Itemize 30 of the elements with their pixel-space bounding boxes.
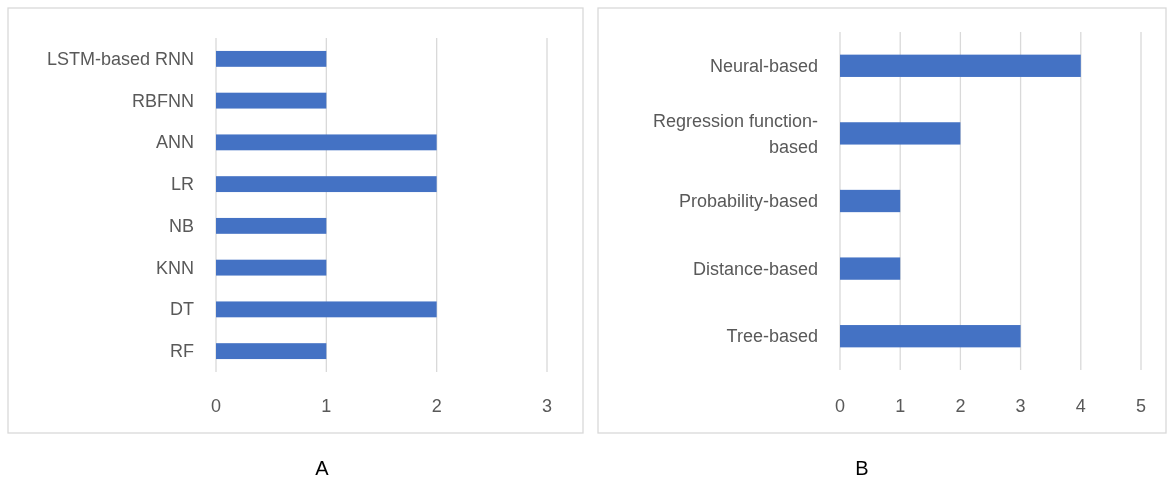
y-tick-label: NB [168, 215, 194, 236]
x-tick-label: 1 [321, 396, 332, 416]
text: B [855, 457, 869, 479]
y-tick-label: Neural-based [709, 55, 818, 76]
y-tick-label: RBFNN [132, 90, 194, 111]
y-tick-label: Distance-based [692, 258, 818, 279]
x-tick-label: 2 [431, 396, 442, 416]
y-tick-label: KNN [155, 257, 194, 278]
bar [840, 122, 961, 145]
x-tick-label: 4 [1075, 396, 1086, 416]
x-tick-label: 0 [834, 396, 846, 416]
x-tick-label: 1 [895, 396, 906, 416]
y-tick-label: RF [170, 341, 194, 362]
x-tick-label: 3 [541, 396, 553, 416]
y-tick-label: LR [170, 174, 194, 195]
y-tick-label: DT [170, 299, 194, 320]
x-tick-label: 3 [1015, 396, 1026, 416]
bar [840, 257, 901, 280]
y-tick-label: LSTM-based RNN [46, 48, 194, 69]
y-tick-label: ANN [155, 132, 194, 153]
x-tick-label: 0 [210, 396, 222, 416]
y-tick-label: Tree-based [726, 326, 818, 347]
bar [840, 54, 1081, 77]
x-tick-label: 2 [955, 396, 966, 416]
text: A [315, 457, 330, 479]
bar [840, 325, 1021, 348]
x-tick-label: 5 [1135, 396, 1147, 416]
y-tick-label: Regression function-based [652, 111, 818, 158]
bar [840, 189, 901, 213]
y-tick-label: Probability-based [678, 191, 818, 211]
